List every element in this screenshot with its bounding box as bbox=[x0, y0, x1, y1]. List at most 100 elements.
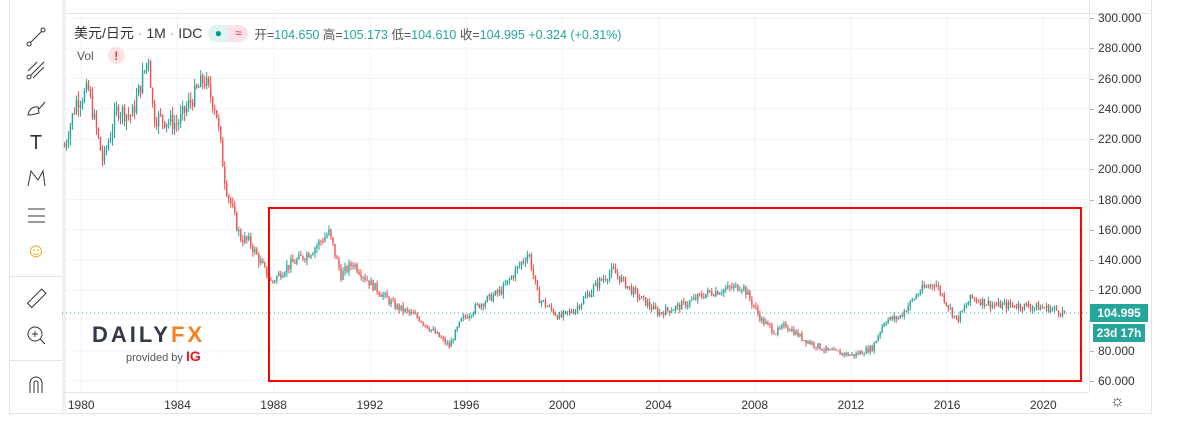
legend-toggle[interactable]: ● ≈ bbox=[208, 24, 249, 42]
candle-body bbox=[564, 311, 567, 313]
candle-body bbox=[1009, 302, 1012, 306]
candle-body bbox=[923, 284, 925, 288]
magnet-icon[interactable] bbox=[22, 371, 50, 397]
candle-body bbox=[877, 335, 879, 341]
ohlc-values: 开=104.650 高=105.173 低=104.610 收=104.995 … bbox=[254, 27, 622, 42]
candle-body bbox=[450, 340, 452, 347]
ruler-icon[interactable] bbox=[22, 286, 50, 312]
candle-body bbox=[85, 83, 88, 91]
candle-body bbox=[398, 304, 400, 311]
candle-body bbox=[496, 290, 499, 294]
candle-body bbox=[324, 237, 326, 242]
candle-body bbox=[143, 70, 146, 72]
candle-body bbox=[893, 316, 895, 320]
candle-body bbox=[532, 269, 535, 276]
candle-body bbox=[498, 289, 501, 294]
warning-icon[interactable]: ! bbox=[107, 47, 125, 64]
candle-body bbox=[304, 259, 306, 261]
candle-body bbox=[604, 279, 607, 281]
candle-body bbox=[288, 265, 290, 269]
text-icon[interactable]: T bbox=[29, 131, 43, 154]
prediction-icon[interactable] bbox=[22, 202, 50, 228]
candle-body bbox=[1013, 305, 1016, 308]
candle-body bbox=[831, 349, 833, 351]
candle-body bbox=[853, 354, 855, 357]
candle-body bbox=[723, 289, 725, 293]
settings-gear-icon[interactable]: ☼ bbox=[1110, 393, 1125, 410]
candle-body bbox=[588, 293, 591, 297]
candle-body bbox=[264, 263, 266, 267]
candle-body bbox=[338, 258, 340, 269]
emoji-icon[interactable]: ☺ bbox=[25, 239, 47, 262]
pattern-icon[interactable] bbox=[22, 165, 50, 191]
candle-body bbox=[368, 280, 370, 286]
candle-body bbox=[542, 300, 545, 302]
candle-body bbox=[837, 350, 839, 352]
candle-body bbox=[466, 317, 468, 319]
candle-body bbox=[819, 343, 821, 350]
line-tool-icon[interactable] bbox=[22, 24, 50, 50]
candle-body bbox=[771, 325, 773, 333]
candle-body bbox=[731, 287, 733, 289]
candle-body bbox=[410, 312, 412, 314]
candle-body bbox=[430, 329, 432, 331]
x-tick-label: 2008 bbox=[741, 398, 769, 412]
candle-body bbox=[191, 102, 194, 107]
x-tick-label: 2004 bbox=[645, 398, 672, 412]
last-price-tag: 104.995 bbox=[1090, 304, 1148, 322]
candle-body bbox=[328, 229, 330, 235]
candle-body bbox=[404, 308, 406, 312]
candle-body bbox=[386, 293, 388, 298]
candle-body bbox=[89, 89, 92, 96]
candle-body bbox=[524, 261, 527, 263]
candle-body bbox=[709, 290, 711, 292]
candle-body bbox=[161, 114, 164, 122]
price-chart[interactable] bbox=[62, 14, 1089, 392]
candle-body bbox=[101, 150, 104, 162]
candle-body bbox=[987, 300, 990, 305]
candle-body bbox=[683, 301, 685, 303]
y-tick-label: 140.000 bbox=[1098, 253, 1142, 267]
zoom-in-icon[interactable] bbox=[22, 322, 50, 348]
candle-body bbox=[181, 106, 184, 114]
price-axis[interactable]: 300.000 280.000 260.000 240.000 220.000 200.0… bbox=[1089, 0, 1150, 392]
candle-body bbox=[334, 244, 336, 257]
candle-body bbox=[296, 259, 298, 264]
candle-body bbox=[400, 305, 402, 311]
y-tick-label: 80.000 bbox=[1098, 343, 1135, 358]
candle-body bbox=[602, 279, 605, 281]
candle-body bbox=[380, 294, 382, 297]
candle-body bbox=[362, 277, 364, 279]
candle-body bbox=[801, 333, 803, 341]
candle-body bbox=[959, 311, 962, 321]
candle-body bbox=[185, 107, 188, 113]
candle-body bbox=[999, 301, 1002, 308]
time-axis[interactable]: 1980 1984 1988 1992 1996 2000 2004 2008 2012 2016… bbox=[62, 392, 1089, 413]
candle-body bbox=[594, 282, 597, 286]
candle-body bbox=[258, 254, 260, 264]
candle-body bbox=[422, 322, 424, 325]
candle-body bbox=[1045, 305, 1048, 309]
candle-body bbox=[628, 286, 631, 288]
symbol-title[interactable]: 美元/日元 · 1M · IDC bbox=[74, 25, 203, 41]
brush-icon[interactable] bbox=[22, 95, 50, 121]
candle-body bbox=[673, 309, 675, 311]
candle-body bbox=[899, 315, 901, 318]
candle-body bbox=[145, 63, 148, 71]
pitchfork-icon[interactable] bbox=[22, 57, 50, 83]
candle-body bbox=[883, 323, 885, 327]
candle-body bbox=[1027, 303, 1030, 308]
candle-body bbox=[548, 305, 551, 307]
candle-body bbox=[538, 289, 541, 304]
y-tick-label: 280.000 bbox=[1098, 41, 1142, 56]
candle-body bbox=[129, 115, 132, 117]
candle-body bbox=[93, 113, 96, 118]
candle-body bbox=[478, 303, 480, 308]
candle-body bbox=[137, 85, 140, 97]
candle-body bbox=[677, 304, 679, 307]
candle-body bbox=[510, 276, 513, 280]
candle-body bbox=[725, 288, 727, 290]
candle-body bbox=[881, 326, 883, 333]
candle-body bbox=[951, 307, 954, 317]
candle-body bbox=[240, 230, 242, 241]
